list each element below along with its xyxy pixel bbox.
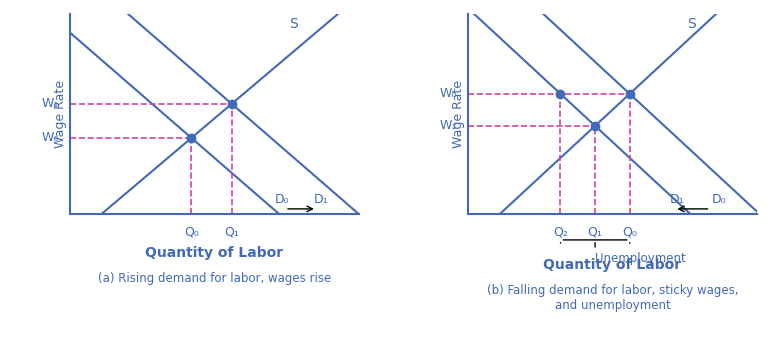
Text: Q₁: Q₁ bbox=[225, 226, 239, 239]
Text: D₀: D₀ bbox=[712, 193, 726, 206]
Text: Q₀: Q₀ bbox=[622, 226, 637, 239]
Text: D₀: D₀ bbox=[275, 193, 289, 206]
Text: (b) Falling demand for labor, sticky wages,
and unemployment: (b) Falling demand for labor, sticky wag… bbox=[487, 284, 738, 312]
Text: W₀: W₀ bbox=[41, 131, 58, 144]
Text: S: S bbox=[289, 17, 298, 31]
Text: D₁: D₁ bbox=[670, 193, 685, 206]
Text: Unemployment: Unemployment bbox=[595, 252, 686, 265]
Text: D₁: D₁ bbox=[314, 193, 328, 206]
Text: W₁: W₁ bbox=[439, 119, 456, 132]
Text: Quantity of Labor: Quantity of Labor bbox=[145, 246, 283, 260]
Y-axis label: Wage Rate: Wage Rate bbox=[452, 80, 466, 148]
Text: S: S bbox=[687, 17, 696, 31]
Text: Q₁: Q₁ bbox=[587, 226, 602, 239]
Text: W₁: W₁ bbox=[41, 97, 58, 110]
Text: W₀: W₀ bbox=[439, 87, 456, 100]
Text: Q₂: Q₂ bbox=[553, 226, 568, 239]
Text: Q₀: Q₀ bbox=[184, 226, 199, 239]
Text: Quantity of Labor: Quantity of Labor bbox=[544, 258, 682, 272]
Text: (a) Rising demand for labor, wages rise: (a) Rising demand for labor, wages rise bbox=[98, 272, 331, 285]
Y-axis label: Wage Rate: Wage Rate bbox=[55, 80, 67, 148]
